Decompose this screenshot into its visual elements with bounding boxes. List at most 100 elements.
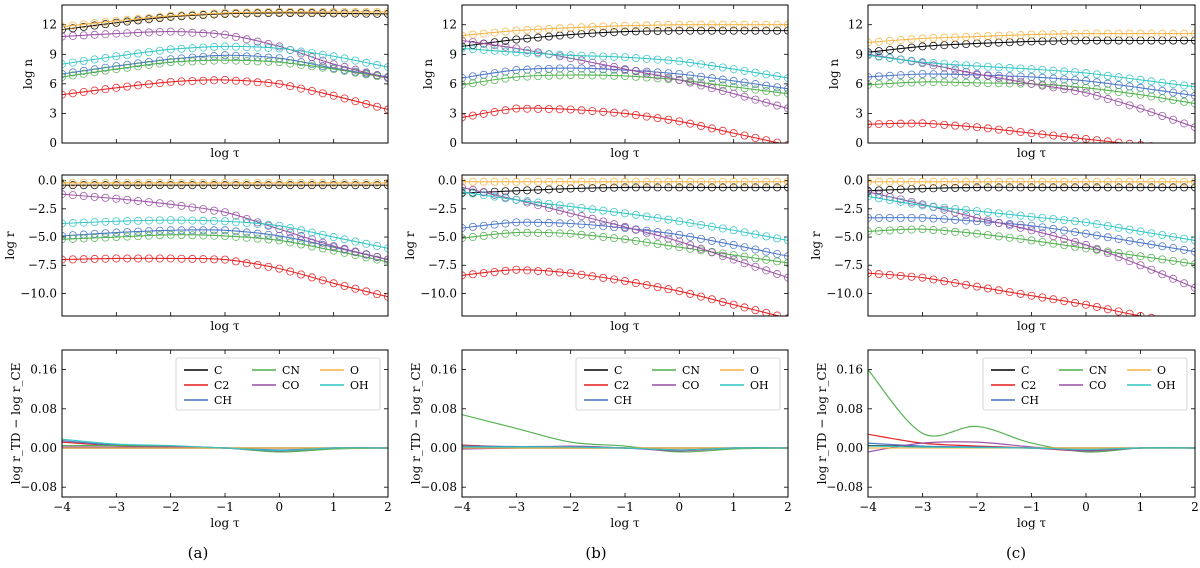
marker-O (523, 177, 532, 186)
marker-OH (697, 220, 706, 229)
marker-C2 (599, 107, 608, 116)
marker-CO (112, 29, 121, 38)
marker-C2 (940, 277, 949, 286)
marker-C (751, 26, 760, 35)
marker-O (79, 178, 88, 187)
marker-CO (599, 60, 608, 69)
marker-CN (68, 71, 77, 80)
marker-OH (307, 228, 316, 237)
marker-C (123, 181, 132, 190)
marker-O (907, 177, 916, 186)
marker-O (918, 177, 927, 186)
marker-CO (1060, 85, 1069, 94)
x-tick-label: −3 (914, 500, 932, 514)
series-line-C (462, 186, 788, 194)
marker-CH (697, 234, 706, 243)
marker-C (896, 185, 905, 194)
marker-C2 (577, 270, 586, 279)
marker-C2 (1082, 300, 1091, 309)
series-line-OH (462, 47, 788, 79)
marker-C2 (340, 281, 349, 290)
marker-O (1016, 177, 1025, 186)
marker-OH (874, 194, 883, 203)
marker-CO (479, 39, 488, 48)
marker-OH (588, 52, 597, 61)
marker-CO (973, 213, 982, 222)
marker-CN (588, 231, 597, 240)
marker-O (166, 178, 175, 187)
marker-C2 (994, 125, 1003, 134)
marker-CN (68, 234, 77, 243)
marker-C (242, 181, 251, 190)
marker-C (79, 181, 88, 190)
marker-C (134, 181, 143, 190)
marker-C2 (242, 259, 251, 268)
marker-OH (79, 56, 88, 65)
marker-C2 (501, 106, 510, 115)
marker-CH (544, 219, 553, 228)
marker-OH (177, 216, 186, 225)
marker-OH (896, 55, 905, 64)
marker-C (773, 26, 782, 35)
marker-C2 (123, 82, 132, 91)
marker-CN (512, 72, 521, 81)
legend-box (575, 357, 781, 411)
marker-C (610, 28, 619, 37)
marker-OH (1005, 210, 1014, 219)
marker-OH (751, 230, 760, 239)
marker-OH (762, 232, 771, 241)
marker-CO (610, 220, 619, 229)
marker-CN (462, 80, 466, 89)
marker-CN (231, 232, 240, 241)
marker-CO (373, 252, 382, 261)
marker-OH (588, 205, 597, 214)
marker-CH (874, 72, 883, 81)
marker-O (101, 17, 110, 26)
x-axis-label: log τ (1017, 319, 1047, 333)
series-line-C2 (462, 269, 782, 316)
marker-CO (144, 198, 153, 207)
marker-C2 (220, 75, 229, 84)
marker-CO (1114, 98, 1123, 107)
y-axis-label: log r_TD − log r_CE (9, 363, 23, 485)
marker-C2 (340, 94, 349, 103)
marker-CN (199, 231, 208, 240)
y-tick-label: 3 (855, 106, 863, 120)
marker-CO (1114, 253, 1123, 262)
marker-CN (940, 226, 949, 235)
y-tick-label: 9 (49, 47, 57, 61)
marker-CH (1060, 226, 1069, 235)
marker-CH (642, 226, 651, 235)
marker-O (340, 178, 349, 187)
marker-C (1147, 183, 1156, 192)
marker-CH (762, 81, 771, 90)
marker-CN (773, 88, 782, 97)
marker-OH (740, 66, 749, 75)
marker-OH (962, 205, 971, 214)
x-axis-label: log τ (610, 516, 640, 530)
marker-C2 (599, 273, 608, 282)
marker-CN (962, 228, 971, 237)
marker-CO (610, 62, 619, 71)
marker-C2 (1071, 133, 1080, 142)
marker-C2 (144, 80, 153, 89)
x-axis-label: log τ (610, 146, 640, 160)
marker-CN (275, 236, 284, 245)
marker-C (707, 26, 716, 35)
x-axis-label: log τ (210, 319, 240, 333)
marker-CN (166, 230, 175, 239)
marker-C2 (675, 287, 684, 296)
marker-OH (340, 235, 349, 244)
marker-C2 (1160, 315, 1165, 316)
marker-CO (907, 197, 916, 206)
series-line-CO (868, 53, 1195, 128)
marker-C (599, 28, 608, 37)
marker-C (566, 184, 575, 193)
marker-C2 (1071, 298, 1080, 307)
marker-OH (1027, 212, 1036, 221)
marker-CN (1169, 256, 1178, 265)
marker-CO (112, 194, 121, 203)
marker-OH (1049, 214, 1058, 223)
marker-OH (351, 56, 360, 65)
series-group (62, 438, 388, 453)
